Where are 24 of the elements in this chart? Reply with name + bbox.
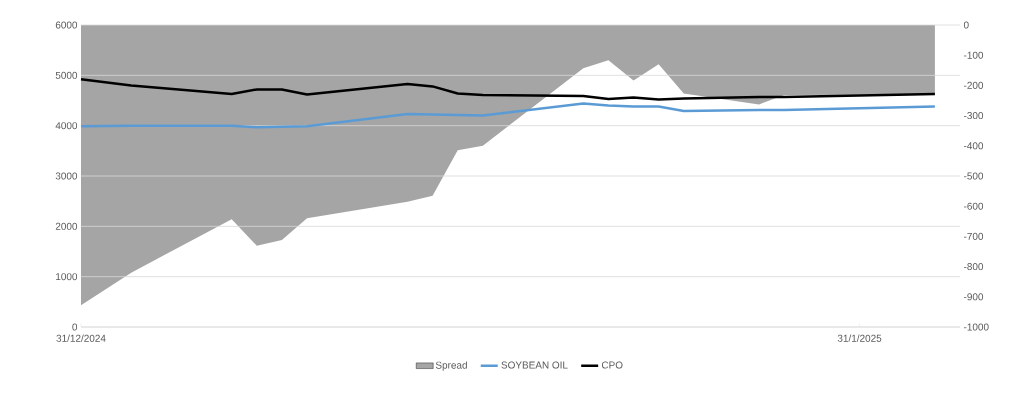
- x-tick-label: 31/12/2024: [56, 334, 106, 342]
- y-tick-label: 4000: [55, 122, 78, 130]
- y2-tick-label: -200: [963, 81, 984, 89]
- y2-tick-label: -600: [963, 202, 984, 210]
- y2-tick-label: -900: [963, 293, 984, 301]
- x-tick-label: 31/1/2025: [837, 334, 882, 342]
- legend-label: CPO: [601, 361, 623, 369]
- y-tick-label: 5000: [55, 71, 78, 79]
- legend-label: SOYBEAN OIL: [501, 361, 568, 369]
- y-tick-label: 2000: [55, 222, 78, 230]
- y2-tick-label: -700: [963, 232, 984, 240]
- y-tick-label: 1000: [56, 273, 78, 281]
- y2-tick-label: -1000: [963, 323, 989, 331]
- y-tick-label: 0: [72, 323, 78, 331]
- y-tick-label: 3000: [55, 172, 78, 180]
- y-tick-label: 6000: [55, 21, 78, 29]
- y2-tick-label: 0: [963, 21, 969, 29]
- line-series: [79, 78, 937, 101]
- y2-tick-label: -400: [963, 142, 984, 150]
- y2-tick-label: -300: [963, 112, 984, 120]
- y2-tick-label: -800: [963, 263, 984, 271]
- y2-tick-label: -100: [963, 51, 984, 59]
- legend-label: Spread: [435, 361, 467, 371]
- y2-tick-label: -500: [963, 172, 984, 180]
